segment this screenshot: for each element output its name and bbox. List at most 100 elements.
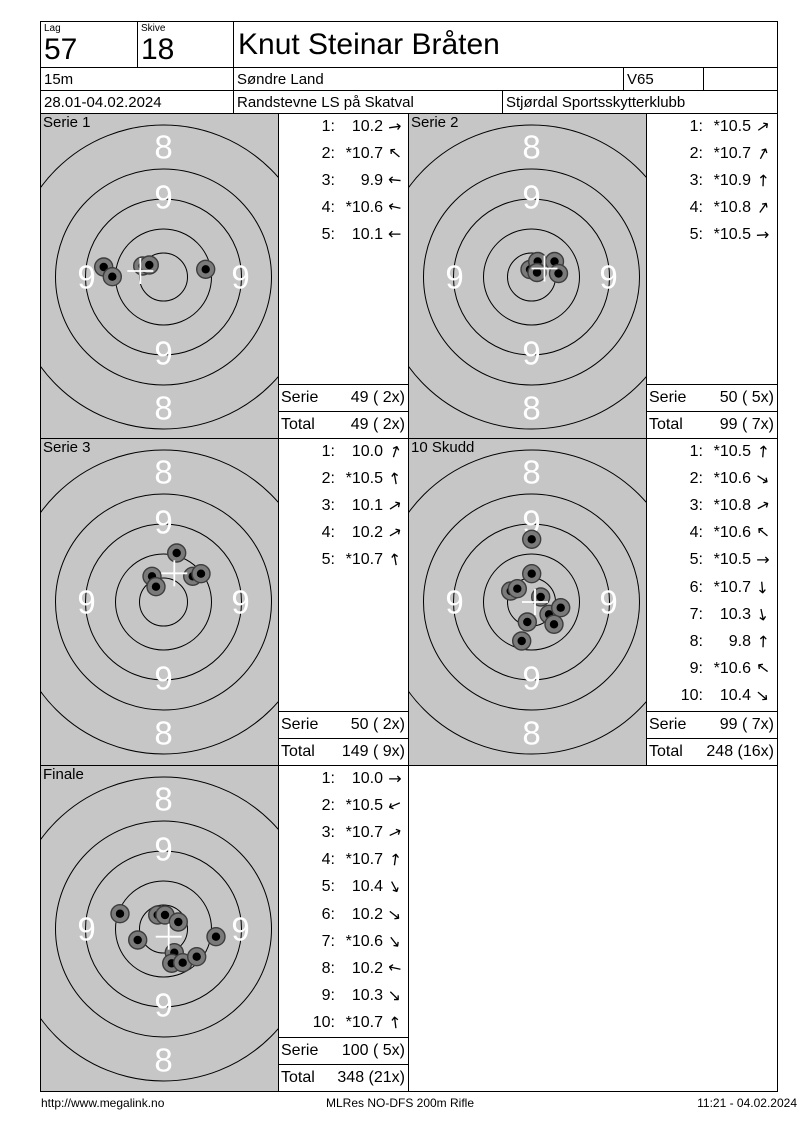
date-cell: 28.01-04.02.2024	[41, 91, 234, 114]
shot-index: 4:	[689, 199, 703, 217]
shot-direction-arrow-icon: →	[384, 1014, 406, 1031]
ring-number-label: 8	[154, 715, 172, 752]
shot-index: 7:	[321, 932, 335, 950]
ring-circle	[85, 850, 242, 1008]
shot-row: 8: 10.2 →	[279, 955, 408, 982]
shot-value: *10.6	[713, 659, 751, 677]
shot-index: 10:	[312, 1013, 335, 1031]
class-value: V65	[627, 71, 654, 88]
shot-index: 5:	[689, 226, 703, 244]
scorecard-table: Lag 57 Skive 18 Knut Steinar Bråten 15m …	[40, 21, 778, 1092]
shot-row: 4: *10.6 →	[279, 194, 408, 221]
ring-circle	[55, 493, 272, 711]
shooter-club: Søndre Land	[237, 71, 324, 88]
ring-circle	[453, 198, 610, 356]
ring-circle	[55, 820, 272, 1038]
ring-number-label: 8	[154, 1042, 172, 1079]
shot-index: 1:	[321, 770, 335, 787]
total-value: 149 ( 9x)	[341, 743, 405, 760]
shot-value: *10.9	[713, 172, 751, 190]
shot-index: 4:	[321, 524, 335, 542]
shot-direction-arrow-icon: →	[387, 116, 403, 137]
shot-index: 2:	[689, 145, 703, 163]
shot-direction-arrow-icon: →	[383, 983, 407, 1007]
target-title: Finale	[43, 766, 84, 783]
total-value: 248 (16x)	[706, 743, 774, 760]
shot-row: 3: *10.8 →	[647, 492, 777, 519]
footer-timestamp: 11:21 - 04.02.2024	[697, 1096, 797, 1110]
shot-index: 1:	[321, 443, 335, 460]
shot-direction-arrow-icon: →	[384, 470, 406, 487]
ring-number-label: 8	[154, 454, 172, 491]
shot-row: 6: 10.2 →	[279, 901, 408, 928]
ring-number-label: 9	[599, 259, 617, 296]
lag-value: 57	[44, 33, 78, 66]
shot-direction-arrow-icon: →	[383, 442, 407, 461]
lag-cell: Lag 57	[41, 22, 138, 68]
shot-index: 4:	[321, 199, 335, 217]
shot-value: *10.7	[345, 1013, 383, 1031]
shot-direction-arrow-icon: →	[756, 550, 770, 570]
shot-row: 9: 10.3 →	[279, 982, 408, 1009]
ring-circle	[85, 198, 242, 356]
target-title: Serie 2	[411, 114, 459, 131]
shot-value: *10.5	[345, 470, 383, 488]
serie-row: Serie 50 ( 5x)	[647, 384, 777, 411]
total-row: Total 248 (16x)	[647, 738, 777, 765]
shot-row: 9: *10.6 →	[647, 655, 777, 682]
shot-index: 7:	[689, 605, 703, 623]
shot-value: 10.2	[351, 905, 383, 923]
shot-value: *10.6	[345, 199, 383, 217]
shot-value: *10.6	[345, 932, 383, 950]
shot-direction-arrow-icon: →	[752, 114, 774, 139]
shot-row: 4: 10.2 →	[279, 519, 408, 546]
ring-number-label: 8	[154, 390, 172, 427]
shot-row: 1: *10.5 →	[647, 113, 777, 140]
shot-row: 1: 10.0 →	[279, 438, 408, 465]
ring-number-label: 9	[154, 504, 172, 541]
shot-index: 4:	[689, 524, 703, 542]
total-row: Total 149 ( 9x)	[279, 738, 408, 765]
serie-value: 99 ( 7x)	[719, 716, 774, 733]
shot-value: 10.4	[351, 878, 383, 896]
ring-number-label: 9	[599, 584, 617, 621]
ring-circle	[85, 523, 242, 681]
shot-list-serie-2: 1: *10.5 → 2: *10.7 → 3: *10.9 → 4: *10.8 → 5: *10.5 →…	[647, 114, 777, 438]
shot-row: 4: *10.6 →	[647, 519, 777, 546]
shot-direction-arrow-icon: →	[385, 794, 405, 817]
serie-row: Serie 100 ( 5x)	[279, 1037, 408, 1064]
shooter-name: Knut Steinar Bråten	[238, 28, 500, 61]
target-graphic: 899 998	[409, 449, 646, 755]
ring-number-label: 9	[154, 660, 172, 697]
shot-row: 4: *10.7 →	[279, 846, 408, 873]
shot-mark-center	[192, 952, 201, 961]
ring-circle	[115, 228, 212, 326]
shot-row: 5: *10.7 →	[279, 546, 408, 573]
ring-number-label: 8	[522, 390, 540, 427]
ring-number-label: 8	[522, 715, 540, 752]
shot-mark-center	[160, 910, 170, 920]
shot-row: 3: 9.9 →	[279, 167, 408, 194]
class-cell: V65	[624, 68, 704, 91]
shot-row: 2: *10.7 →	[647, 140, 777, 167]
target-title: Serie 1	[43, 114, 91, 131]
shot-direction-arrow-icon: →	[388, 225, 402, 245]
pane-row-1: Serie 3 8 9 9 9 9 8 1: 10.0 → 2: *10.5 → 3: 10.1 → 4: 10.…	[41, 439, 777, 766]
shot-mark-center	[211, 932, 221, 941]
ring-circle	[409, 449, 646, 755]
shot-mark-center	[532, 268, 542, 277]
shot-value: *10.5	[345, 797, 383, 815]
shot-index: 3:	[321, 497, 335, 515]
serie-row: Serie 99 ( 7x)	[647, 711, 777, 738]
shot-index: 10:	[680, 686, 703, 704]
shot-direction-arrow-icon: →	[755, 225, 771, 245]
shot-value: *10.6	[713, 470, 751, 488]
shot-value: *10.8	[713, 199, 751, 217]
ring-circle	[55, 168, 272, 386]
shot-value: 10.2	[351, 959, 383, 977]
target-serie-2: Serie 2 8 9 9 9 9 8	[409, 114, 647, 438]
shot-row: 8: 9.8 →	[647, 628, 777, 655]
shot-direction-arrow-icon: →	[384, 551, 406, 569]
shot-mark-center	[201, 265, 210, 274]
pane-row-0: Serie 1 8 9 9 9 9 8 1: 10.2 → 2: *10.7 → 3: 9.9 → 4: *10.…	[41, 114, 777, 439]
